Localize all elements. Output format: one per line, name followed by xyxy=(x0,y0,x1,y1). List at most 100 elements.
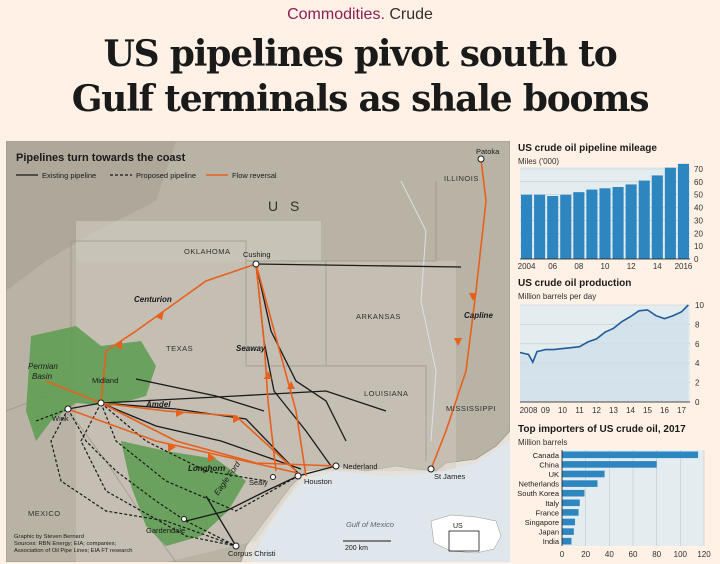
chart2-ytick-label: 10 xyxy=(695,301,704,310)
chart1-unit: Miles ('000) xyxy=(518,157,560,166)
map-title: Pipelines turn towards the coast xyxy=(16,152,186,164)
chart1-bar-2011 xyxy=(612,187,624,259)
chart2-xtick-label: 14 xyxy=(626,406,635,415)
pipeline-map: Pipelines turn towards the coast Existin… xyxy=(6,141,510,562)
proposed-pipelines xyxy=(35,402,299,547)
place-patoka: Patoka xyxy=(476,147,500,156)
chart2-xtick-label: 10 xyxy=(558,406,567,415)
chart1-bar-2016 xyxy=(677,163,689,259)
chart3-title: Top importers of US crude oil, 2017 xyxy=(518,424,686,435)
pipeline-longhorn[interactable]: Longhorn xyxy=(188,464,225,473)
arrow-longhorn xyxy=(208,453,216,462)
chart2-svg: 0 2 4 6 8 10 2008 09 10 11 12 13 14 15 16 17 xyxy=(519,301,705,415)
marker-corpus-christi[interactable] xyxy=(232,542,240,550)
chart2-ytick-label: 6 xyxy=(695,340,700,349)
chart2-line xyxy=(519,304,689,365)
chart2-xtick-label: 12 xyxy=(592,406,601,415)
arrow-amdel-2 xyxy=(233,415,241,423)
chart3-category-label: Canada xyxy=(533,451,560,460)
chart2-xtick-label: 2008 xyxy=(520,406,538,415)
arrow-centurion-2 xyxy=(116,340,122,350)
map-coastline xyxy=(6,141,510,562)
flow-arrows xyxy=(116,293,477,462)
chart2-ytick-label: 4 xyxy=(695,359,700,368)
inset-us-shape xyxy=(430,514,502,554)
chart1-xtick-label: 2004 xyxy=(518,262,536,271)
marker-sealy[interactable] xyxy=(270,474,276,480)
chart2-ytick-label: 2 xyxy=(695,379,700,388)
state-louisiana: LOUISIANA xyxy=(364,389,409,398)
headline: US pipelines pivot south to Gulf termina… xyxy=(0,32,720,122)
right-panels: US crude oil pipeline mileage Miles ('00… xyxy=(514,141,718,562)
chart3-category-label: Japan xyxy=(539,528,559,537)
legend-proposed: Proposed pipeline xyxy=(136,171,196,180)
chart1-bar-2013 xyxy=(638,180,650,259)
gulf-label: Gulf of Mexico xyxy=(346,520,394,529)
chart3-bar-italy xyxy=(562,499,580,507)
chart3-category-label: UK xyxy=(549,470,559,479)
chart3-bar-singapore xyxy=(562,518,576,526)
place-nederland: Nederland xyxy=(343,462,378,471)
chart3-bar-netherlands xyxy=(562,480,598,487)
chart3-xtick-label: 40 xyxy=(605,550,614,559)
state-illinois: ILLINOIS xyxy=(444,174,479,183)
chart3-xtick-label: 20 xyxy=(581,550,590,559)
arrow-capline xyxy=(469,293,477,301)
chart1-title: US crude oil pipeline mileage xyxy=(518,143,657,154)
chart3-category-label: Italy xyxy=(545,499,559,508)
chart2-title: US crude oil production xyxy=(518,278,632,289)
kicker-section[interactable]: Commodities. xyxy=(287,6,385,23)
chart1-xtick-label: 10 xyxy=(601,262,610,271)
pipeline-seaway[interactable]: Seaway xyxy=(236,344,266,353)
marker-nederland[interactable] xyxy=(332,462,340,470)
marker-midland[interactable] xyxy=(97,399,105,407)
chart1-bar-2007 xyxy=(560,194,572,259)
chart1-ytick-label: 30 xyxy=(694,216,703,225)
chart2-ytick-label: 8 xyxy=(695,320,700,329)
pipeline-centurion[interactable]: Centurion xyxy=(134,295,172,304)
chart1-svg: 0 10 20 30 40 50 60 70 2004 06 08 10 12 14 2016 xyxy=(518,163,703,271)
chart3-category-label: Singapore xyxy=(525,518,559,527)
chart3-bar-uk xyxy=(562,470,605,478)
chart1-bar-2008 xyxy=(573,192,585,259)
chart1-bar-2014 xyxy=(651,175,663,259)
state-oklahoma: OKLAHOMA xyxy=(184,247,231,256)
chart3-xtick-label: 100 xyxy=(674,550,688,559)
marker-patoka[interactable] xyxy=(477,155,485,163)
chart1-bar-2010 xyxy=(599,188,611,259)
basin-permian-line1: Permian xyxy=(28,362,58,371)
legend-reversal: Flow reversal xyxy=(232,171,277,180)
marker-wink[interactable] xyxy=(64,405,72,413)
river xyxy=(400,180,437,442)
pipeline-labels: Centurion Seaway Amdel Longhorn Capline xyxy=(134,295,493,473)
pipeline-amdel[interactable]: Amdel xyxy=(145,400,171,409)
basin-permian: Permian Basin xyxy=(28,362,60,381)
pipeline-capline[interactable]: Capline xyxy=(464,311,493,320)
chart2-area xyxy=(520,305,689,402)
kicker-topic[interactable]: Crude xyxy=(389,6,433,23)
chart2-xtick-label: 15 xyxy=(643,406,652,415)
chart3-bar-china xyxy=(562,461,657,468)
marker-st-james[interactable] xyxy=(427,465,435,473)
chart3-bar-japan xyxy=(562,528,574,535)
country-label: U S xyxy=(268,198,303,214)
chart1-xtick-label: 06 xyxy=(548,262,557,271)
chart3-svg: 0 20 40 60 80 100 120CanadaChinaUKNetherlandsS… xyxy=(517,450,711,559)
chart1-xtick-label: 12 xyxy=(627,262,636,271)
existing-pipelines xyxy=(67,263,462,547)
chart3-category-label: China xyxy=(539,460,559,469)
scale-label: 200 km xyxy=(345,545,368,552)
marker-cushing[interactable] xyxy=(252,260,260,268)
marker-houston[interactable] xyxy=(294,472,302,480)
place-sealy: Sealy xyxy=(249,478,268,487)
place-gardendale: Gardendale xyxy=(146,526,185,535)
place-labels: Patoka Cushing Midland Wink Nederland Ho… xyxy=(52,147,500,558)
arrow-longhorn-2 xyxy=(168,443,176,452)
marker-gardendale[interactable] xyxy=(181,516,187,522)
chart1-bar-2012 xyxy=(625,184,637,259)
chart3-category-label: France xyxy=(536,508,559,517)
chart1-ytick-label: 20 xyxy=(694,229,703,238)
eagle-ford-area xyxy=(121,441,246,546)
headline-line-1: US pipelines pivot south to xyxy=(103,33,617,75)
chart1-ytick-label: 70 xyxy=(694,165,703,174)
